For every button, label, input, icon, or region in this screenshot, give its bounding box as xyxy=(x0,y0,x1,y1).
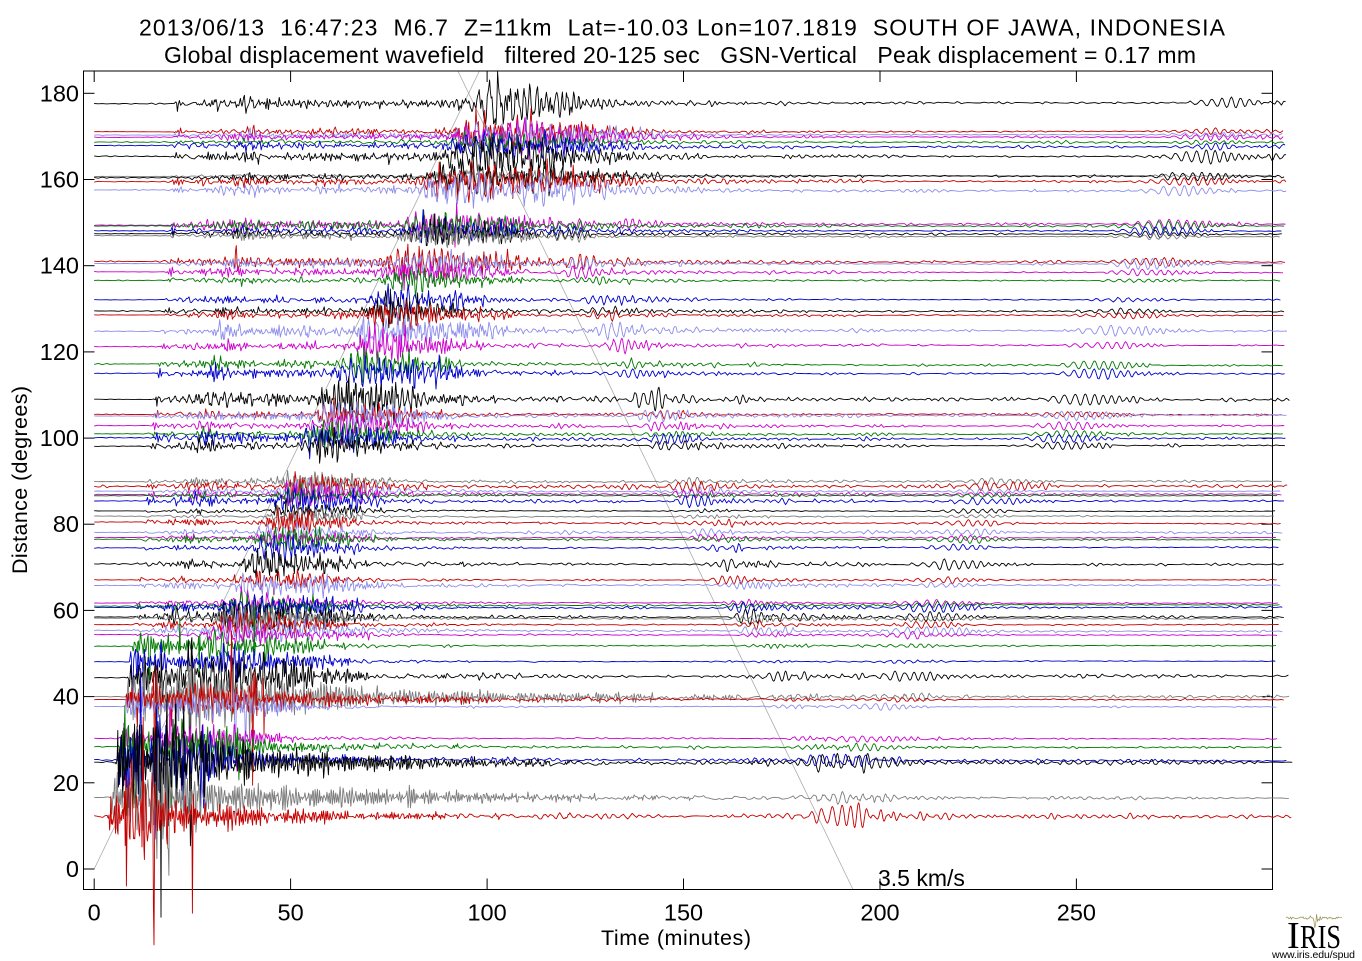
svg-text:40: 40 xyxy=(53,684,79,710)
svg-text:80: 80 xyxy=(53,511,79,537)
svg-text:160: 160 xyxy=(40,167,79,193)
svg-text:Global displacement wavefield: Global displacement wavefield filtered 2… xyxy=(164,42,1196,68)
svg-text:0: 0 xyxy=(88,900,101,926)
svg-text:100: 100 xyxy=(40,425,79,451)
svg-text:120: 120 xyxy=(40,339,79,365)
svg-text:180: 180 xyxy=(40,80,79,106)
svg-text:0: 0 xyxy=(66,856,79,882)
svg-text:Time (minutes): Time (minutes) xyxy=(601,926,751,950)
svg-text:50: 50 xyxy=(278,900,304,926)
svg-text:2013/06/13 16:47:23 M6.7 Z=: 2013/06/13 16:47:23 M6.7 Z=11km Lat=-10.… xyxy=(139,15,1226,41)
svg-text:140: 140 xyxy=(40,253,79,279)
svg-text:250: 250 xyxy=(1057,900,1096,926)
svg-text:150: 150 xyxy=(664,900,703,926)
svg-text:RIS: RIS xyxy=(1300,919,1341,956)
svg-text:I: I xyxy=(1287,915,1300,957)
svg-text:www.iris.edu/spud: www.iris.edu/spud xyxy=(1271,949,1355,961)
svg-text:60: 60 xyxy=(53,597,79,623)
svg-text:Distance (degrees): Distance (degrees) xyxy=(8,386,32,574)
svg-text:100: 100 xyxy=(467,900,506,926)
svg-text:3.5 km/s: 3.5 km/s xyxy=(878,865,965,891)
svg-text:20: 20 xyxy=(53,770,79,796)
svg-text:200: 200 xyxy=(860,900,899,926)
